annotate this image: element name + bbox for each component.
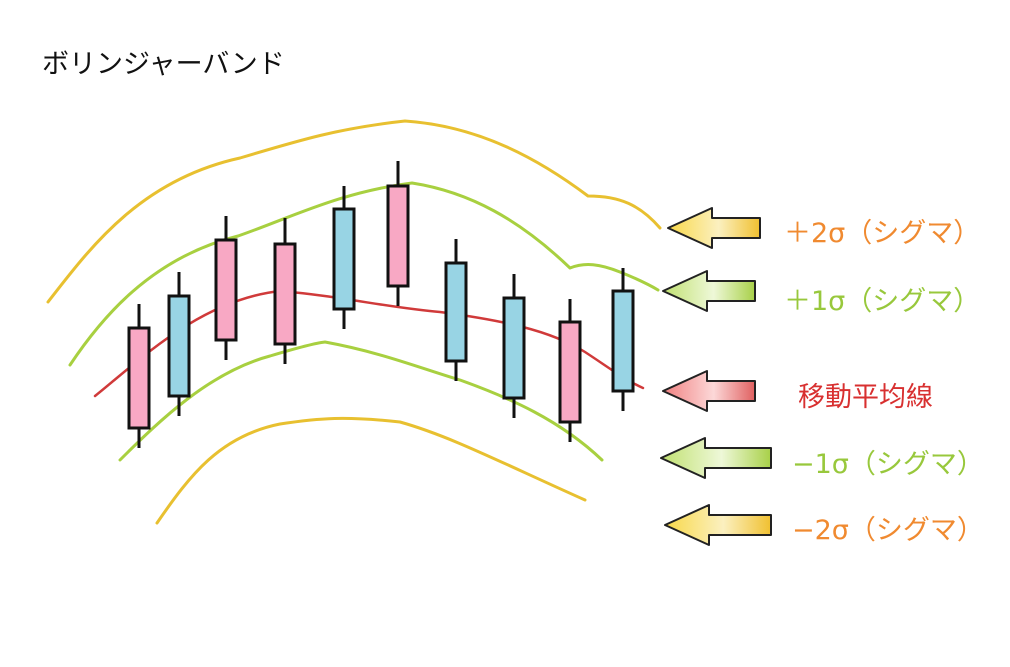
arrow-moving-average-icon xyxy=(662,370,756,412)
candle-body xyxy=(611,289,635,393)
label-moving-average: 移動平均線 xyxy=(798,382,933,413)
candlestick xyxy=(444,239,468,381)
candlestick xyxy=(214,216,238,360)
lower-band-1sigma xyxy=(118,340,604,462)
candle-body xyxy=(444,261,468,363)
candlestick xyxy=(558,299,582,442)
diagram-title: ボリンジャーバンド xyxy=(42,49,285,80)
candle-body xyxy=(273,242,297,346)
label-minus2sigma: −2σ（シグマ） xyxy=(792,515,984,546)
candle-body xyxy=(558,320,582,424)
candle-body xyxy=(214,238,238,342)
candle-body xyxy=(386,184,410,288)
arrow-plus1sigma-icon xyxy=(662,270,756,312)
upper-band-1sigma xyxy=(68,181,660,367)
label-minus1sigma: −1σ（シグマ） xyxy=(792,449,984,480)
arrow-plus2sigma-icon xyxy=(667,207,761,249)
candlestick xyxy=(502,274,526,418)
upper-band-2sigma xyxy=(46,119,662,304)
arrow-minus1sigma-icon xyxy=(660,437,772,479)
candlestick xyxy=(386,161,410,306)
lower-band-2sigma xyxy=(155,416,587,525)
candlestick xyxy=(273,218,297,364)
candlestick xyxy=(167,272,191,416)
candlestick xyxy=(611,268,635,411)
label-plus1sigma: ＋1σ（シグマ） xyxy=(784,286,981,317)
arrow-minus2sigma-icon xyxy=(664,504,772,546)
candle-body xyxy=(167,294,191,398)
candlestick xyxy=(127,304,151,448)
candle-body xyxy=(502,296,526,400)
candle-body xyxy=(332,207,356,311)
candlesticks xyxy=(127,161,635,448)
candlestick xyxy=(332,186,356,329)
candle-body xyxy=(127,326,151,430)
label-plus2sigma: ＋2σ（シグマ） xyxy=(784,218,981,249)
